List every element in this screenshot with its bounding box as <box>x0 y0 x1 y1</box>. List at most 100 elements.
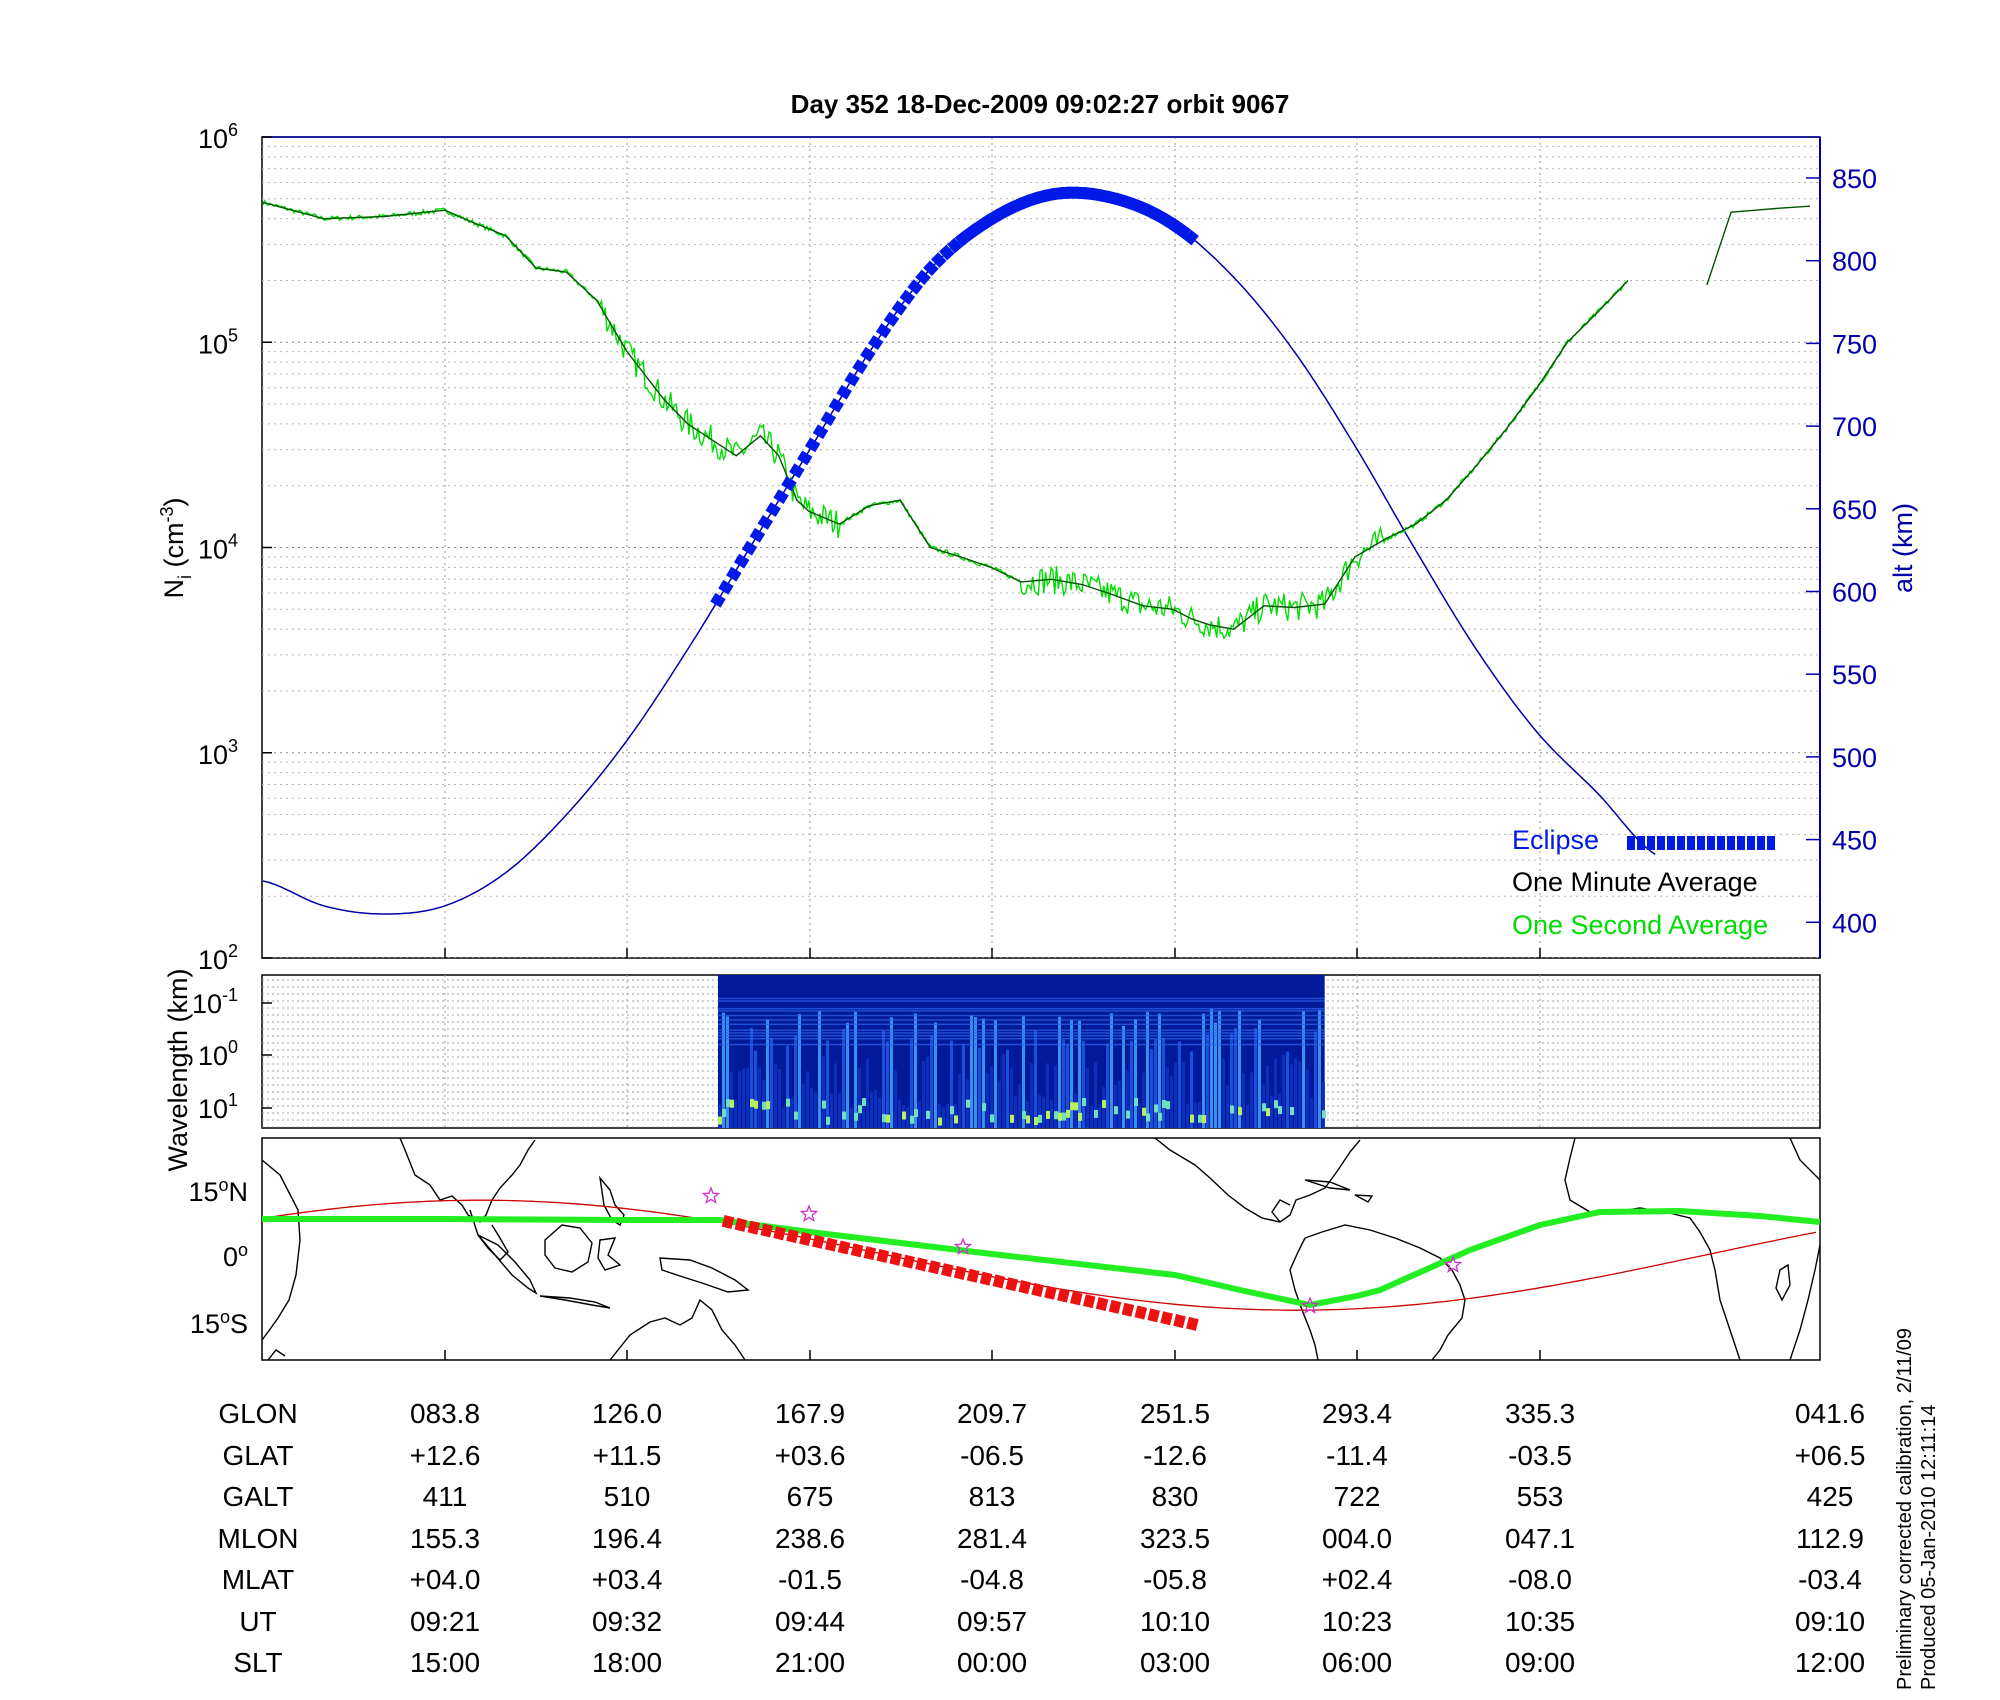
mid-tick-base: 10 <box>192 989 222 1019</box>
table-cell: 722 <box>1333 1481 1381 1512</box>
station-stars <box>701 1186 1463 1314</box>
lat-label-0: 0o <box>223 1240 248 1272</box>
table-cell: 335.3 <box>1504 1398 1576 1429</box>
spectrogram-column-19 <box>766 1019 769 1128</box>
spectrogram-hot-44 <box>842 1111 846 1120</box>
spectrogram-column-138 <box>1098 1104 1101 1128</box>
legend-eclipse-square-5 <box>1677 836 1685 850</box>
spectrogram-hot-3 <box>722 1108 726 1117</box>
map-eclipse-marker-7 <box>811 1234 825 1249</box>
map-eclipse-marker-27 <box>1069 1291 1083 1306</box>
spectrogram-column-153 <box>1142 1072 1145 1128</box>
spectrogram-column-168 <box>1178 1041 1181 1128</box>
spectrogram-column-117 <box>1050 1099 1053 1128</box>
left-tick-exp: 3 <box>228 736 238 756</box>
spectrogram-column-100 <box>1006 1049 1009 1128</box>
eclipse-marker-4 <box>741 540 758 556</box>
table-cell: 293.4 <box>1321 1398 1393 1429</box>
coast-java <box>539 1295 611 1309</box>
spectrogram-hot-7 <box>730 1099 734 1108</box>
spectrogram-column-167 <box>1174 1062 1177 1128</box>
map-eclipse-marker-16 <box>928 1260 941 1275</box>
spectrogram-column-40 <box>830 1093 833 1128</box>
eclipse-marker-14 <box>820 411 837 426</box>
spectrogram-column-75 <box>930 1035 933 1128</box>
spectrogram-column-145 <box>1118 1080 1121 1128</box>
left-tick-exp: 4 <box>228 531 238 551</box>
spectrogram-column-173 <box>1194 1102 1197 1128</box>
left-tick-exp: 6 <box>228 120 238 140</box>
left-axis-label: Ni (cm-3) <box>157 498 195 599</box>
spectrogram-column-105 <box>1022 1016 1025 1128</box>
table-cell: 281.4 <box>956 1522 1028 1554</box>
spectrogram-column-190 <box>1246 1104 1249 1128</box>
spectrogram-column-186 <box>1234 1027 1237 1128</box>
spectrogram-column-27 <box>790 1099 793 1128</box>
legend-eclipse-label: Eclipse <box>1512 825 1599 855</box>
spectrogram-column-204 <box>1286 1051 1289 1128</box>
spectrogram-column-47 <box>854 1011 857 1128</box>
spectrogram-column-176 <box>1202 1013 1205 1128</box>
map-eclipse-marker-11 <box>863 1246 877 1261</box>
left-tick-base: 10 <box>198 945 228 975</box>
table-cell: 323.5 <box>1139 1522 1211 1554</box>
spectrogram-column-181 <box>1218 1010 1221 1128</box>
spectrogram-column-45 <box>846 1022 849 1128</box>
left-tick-exp: 5 <box>228 325 238 345</box>
spectrogram-hot-202 <box>1278 1106 1282 1115</box>
spectrogram-hot-70 <box>914 1109 918 1118</box>
left-axis-label-unit: (cm <box>159 523 189 575</box>
table-cell: 004.0 <box>1321 1522 1393 1554</box>
spectrogram-hot-52 <box>862 1098 866 1107</box>
spectrogram-hot-106 <box>1022 1111 1026 1120</box>
spectrogram-column-203 <box>1282 1054 1285 1128</box>
spectrogram-hot-163 <box>1162 1099 1166 1108</box>
map-x-ticks <box>444 1350 1541 1360</box>
spectrogram-column-112 <box>1038 1094 1041 1128</box>
spectrogram-column-86 <box>962 1044 965 1128</box>
spectrogram-hot-111 <box>1034 1117 1038 1126</box>
legend-eclipse-square-3 <box>1657 836 1665 850</box>
spectrogram-column-92 <box>982 1018 985 1128</box>
spectrogram-hot-185 <box>1230 1105 1234 1114</box>
footnote-produced: Produced 05-Jan-2010 12:11:14 <box>1918 1404 1940 1690</box>
spectrogram-column-135 <box>1090 1105 1093 1128</box>
spectrogram-axis-label: Wavelength (km) <box>163 968 193 1171</box>
spectrogram-column-180 <box>1214 1022 1217 1128</box>
spectrogram-hot-58 <box>882 1114 886 1123</box>
map-eclipse-marker-26 <box>1057 1288 1070 1303</box>
table-cell: 10:23 <box>1321 1605 1393 1637</box>
left-tick-exp: 2 <box>228 941 238 961</box>
spectrogram-column-191 <box>1250 1072 1253 1128</box>
map-eclipse-marker-24 <box>1031 1282 1044 1297</box>
spectrogram-hot-82 <box>950 1106 954 1115</box>
coast-sumatra <box>477 1234 538 1295</box>
left-axis-label-unit-sup: -3 <box>157 507 177 523</box>
spectrogram-hot-65 <box>902 1111 906 1120</box>
spectrogram-hot-48 <box>854 1112 858 1121</box>
map-content <box>262 1138 1820 1360</box>
map-eclipse-marker-9 <box>837 1240 851 1255</box>
mid-tick-exp: 0 <box>228 1037 238 1057</box>
coast-cuba <box>1304 1179 1351 1191</box>
spectrogram-column-30 <box>798 1013 801 1128</box>
right-tick-label-7: 500 <box>1832 743 1877 773</box>
table-cell: 196.4 <box>591 1522 663 1554</box>
table-cell: 06:00 <box>1321 1647 1393 1678</box>
eclipse-marker-20 <box>867 335 884 351</box>
eclipse-marker-25 <box>907 279 924 295</box>
map-eclipse-marker-1 <box>734 1217 748 1232</box>
spectrogram-hot-5 <box>726 1099 730 1108</box>
legend-minute-label: One Minute Average <box>1512 867 1758 897</box>
spectrogram-hot-125 <box>1066 1109 1070 1118</box>
map-eclipse-marker-8 <box>824 1237 838 1252</box>
eclipse-marker-1 <box>718 579 734 595</box>
table-cell: 167.9 <box>774 1398 846 1429</box>
spectrogram-image <box>718 975 1326 1128</box>
map-eclipse-marker-18 <box>953 1265 967 1280</box>
spectrogram-column-2 <box>722 1012 725 1128</box>
spectrogram-hot-133 <box>1082 1098 1086 1107</box>
spectrogram-column-72 <box>922 1060 925 1128</box>
spectrogram-hot-206 <box>1290 1107 1294 1116</box>
